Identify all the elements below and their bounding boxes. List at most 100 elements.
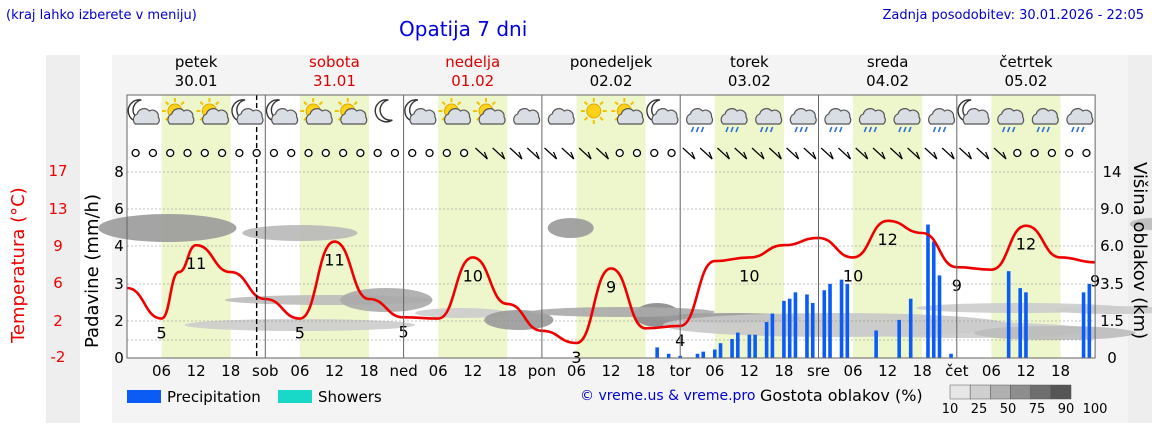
calm-wind-circle [667,148,676,158]
hour-tick: 12 [463,362,482,380]
wind-barb [907,147,920,160]
calm-wind-circle [425,148,434,158]
calm-wind-circle [1047,148,1057,158]
temperature-label: 11 [186,254,206,273]
hour-tick: 18 [359,362,378,380]
calm-wind-circle [287,148,296,158]
moon-icon [374,99,393,123]
hour-tick: 06 [429,362,448,380]
day-tick: čet [945,362,968,380]
precipitation-tick: 4 [114,237,124,255]
cloud-rain-icon [720,108,748,133]
wind-barb [777,151,782,160]
temperature-tick: 6 [53,274,63,292]
precipitation-bar [845,283,850,358]
precipitation-bar [1006,271,1011,358]
precipitation-bar [931,241,936,358]
calm-wind-circle [408,148,417,158]
cloud-density-scale [949,384,1072,400]
precipitation-bar [828,283,832,358]
precipitation-bar [874,330,878,358]
hour-tick: 06 [152,362,171,380]
hour-tick: 18 [913,362,932,380]
precipitation-bar [695,353,700,358]
moon-cloud-icon [404,99,437,125]
wind-barb [570,151,575,160]
wind-barb [708,151,713,160]
calm-wind-circle [1030,148,1039,158]
precipitation-bar [655,347,659,358]
wind-barb [950,151,955,160]
wind-barb [682,147,696,160]
precipitation-swatch [127,390,161,403]
day-name: sobota [309,53,360,71]
wind-barb [985,151,990,160]
cloud-height-tick: 0 [1107,349,1117,367]
copyright-link[interactable]: © vreme.us & vreme.pro [580,388,756,404]
hour-tick: 18 [774,362,793,380]
wind-barb [751,147,765,160]
scale-label: 10 [941,402,959,417]
temperature-label: 10 [463,266,483,285]
scale-label: 50 [999,402,1017,417]
cloud-blob [184,319,416,331]
calm-wind-circle [252,148,261,158]
day-date: 04.02 [866,72,910,90]
sun-cloud-icon [161,98,195,125]
showers-swatch [278,390,312,403]
day-label: nedelja 01.02 [413,53,533,91]
wind-barb [881,151,886,160]
cloud-blob [242,225,358,241]
cloud-rain-icon [755,108,783,133]
precipitation-bar [718,343,723,358]
calm-wind-circle [304,148,313,158]
calm-wind-circle [338,148,348,158]
wind-barb [933,151,938,160]
wind-barb [820,147,834,160]
calm-wind-circle [390,148,400,158]
wind-barb [855,147,869,160]
sun-cloud-icon [334,98,368,125]
sun-cloud-icon [196,98,230,125]
wind-barb [967,151,972,160]
cloud-blob [340,288,433,312]
precipitation-tick: 0 [114,349,124,367]
temperature-label: 11 [324,251,344,270]
cloud-blob [98,214,237,242]
temperature-label: 12 [877,230,897,249]
legend-showers: Showers [318,388,382,406]
calm-wind-circle [1082,148,1091,158]
hour-tick: 06 [982,362,1001,380]
wind-barb [864,151,869,160]
scale-label: 90 [1057,402,1075,417]
wind-barb [483,151,488,160]
precipitation-tick: 6 [114,200,124,218]
wind-row [131,147,1091,160]
temperature-tick: 2 [53,312,63,330]
sun-cloud-icon [300,98,333,125]
day-date: 30.01 [174,72,218,90]
last-updated: Zadnja posodobitev: 30.01.2026 - 22:05 [882,8,1144,23]
wind-barb [699,147,713,160]
sun-cloud-icon [438,98,472,125]
wind-barb [941,147,955,160]
cloud-blob [415,308,508,318]
calm-wind-circle [632,148,642,158]
precipitation-bar [839,279,844,358]
cloud-blob [1129,218,1152,230]
cloud-height-tick: 14 [1102,163,1121,181]
hour-tick: 18 [498,362,517,380]
wind-barb [604,151,609,160]
calm-wind-circle [217,148,227,158]
hour-tick: 06 [567,362,586,380]
day-date: 05.02 [1004,72,1048,90]
wind-barb [838,147,851,160]
sun-cloud-icon [611,98,644,125]
temperature-tick: 13 [48,200,67,218]
day-label: sobota 31.01 [274,53,394,91]
hour-tick: 12 [187,362,206,380]
day-label: torek 03.02 [689,53,809,91]
precipitation-tick: 2 [114,312,124,330]
cloud-rain-icon [1066,108,1094,133]
sun-cloud-icon [473,98,506,125]
